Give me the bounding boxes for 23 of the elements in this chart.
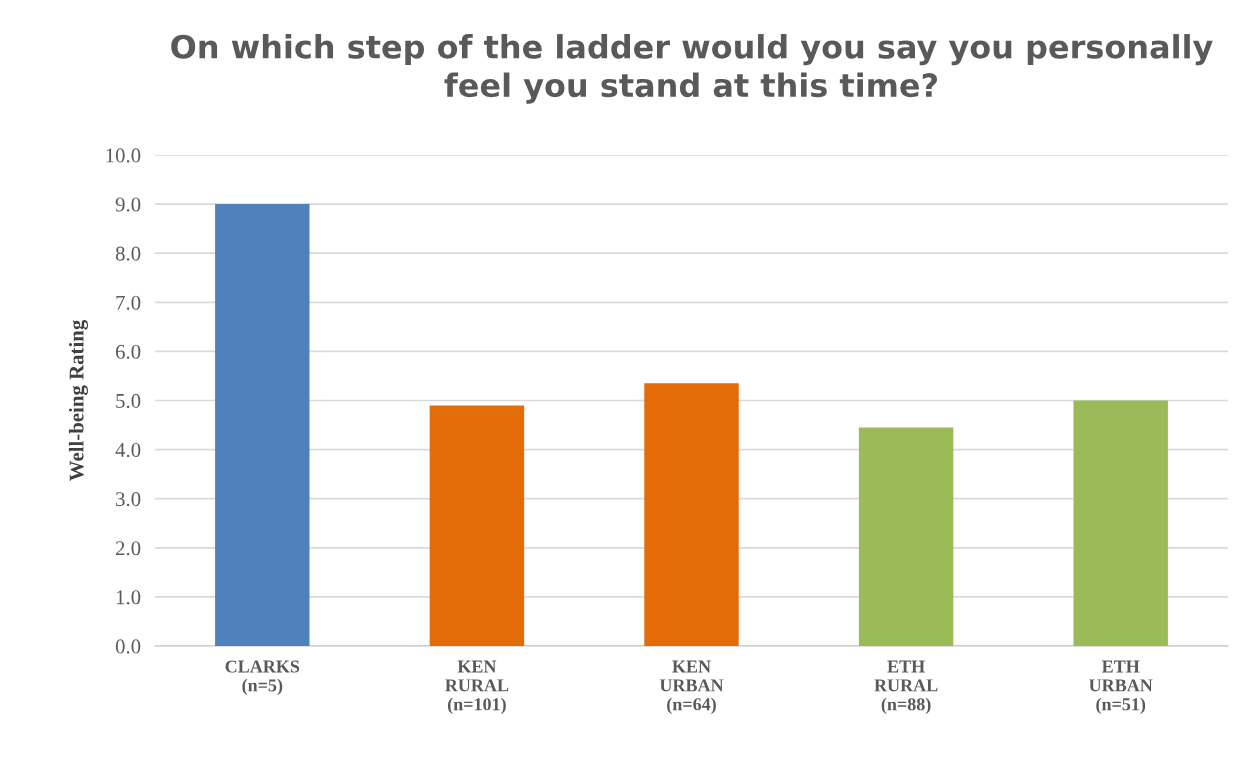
y-tick-label: 10.0	[106, 148, 141, 163]
y-tick-label: 9.0	[115, 197, 141, 212]
x-tick-label: KEN RURAL (n=101)	[445, 660, 509, 715]
y-tick-label: 4.0	[115, 442, 141, 458]
y-tick-label: 1.0	[116, 590, 141, 605]
x-tick-label: KEN URBAN (n=64)	[659, 660, 724, 715]
y-tick-label: 0.0	[115, 639, 141, 654]
chart-title: On which step of the ladder would you say you personally feel you stand at this time?	[171, 34, 1213, 104]
y-tick-label: 2.0	[115, 541, 141, 556]
y-tick-label: 7.0	[116, 295, 141, 310]
bar	[858, 427, 954, 646]
bar	[644, 383, 739, 646]
y-tick-label: 8.0	[115, 246, 141, 261]
bar	[215, 204, 310, 646]
x-tick-label: CLARKS (n=5)	[225, 660, 300, 696]
x-tick-label: ETH URBAN (n=51)	[1089, 660, 1153, 715]
y-tick-label: 6.0	[115, 344, 141, 359]
y-tick-label: 3.0	[116, 492, 141, 507]
y-axis-title: Well-being Rating	[68, 319, 88, 481]
y-tick-label: 5.0	[116, 393, 141, 409]
bar	[1073, 400, 1168, 646]
x-tick-label: ETH RURAL (n=88)	[874, 660, 938, 715]
bar	[429, 405, 525, 646]
